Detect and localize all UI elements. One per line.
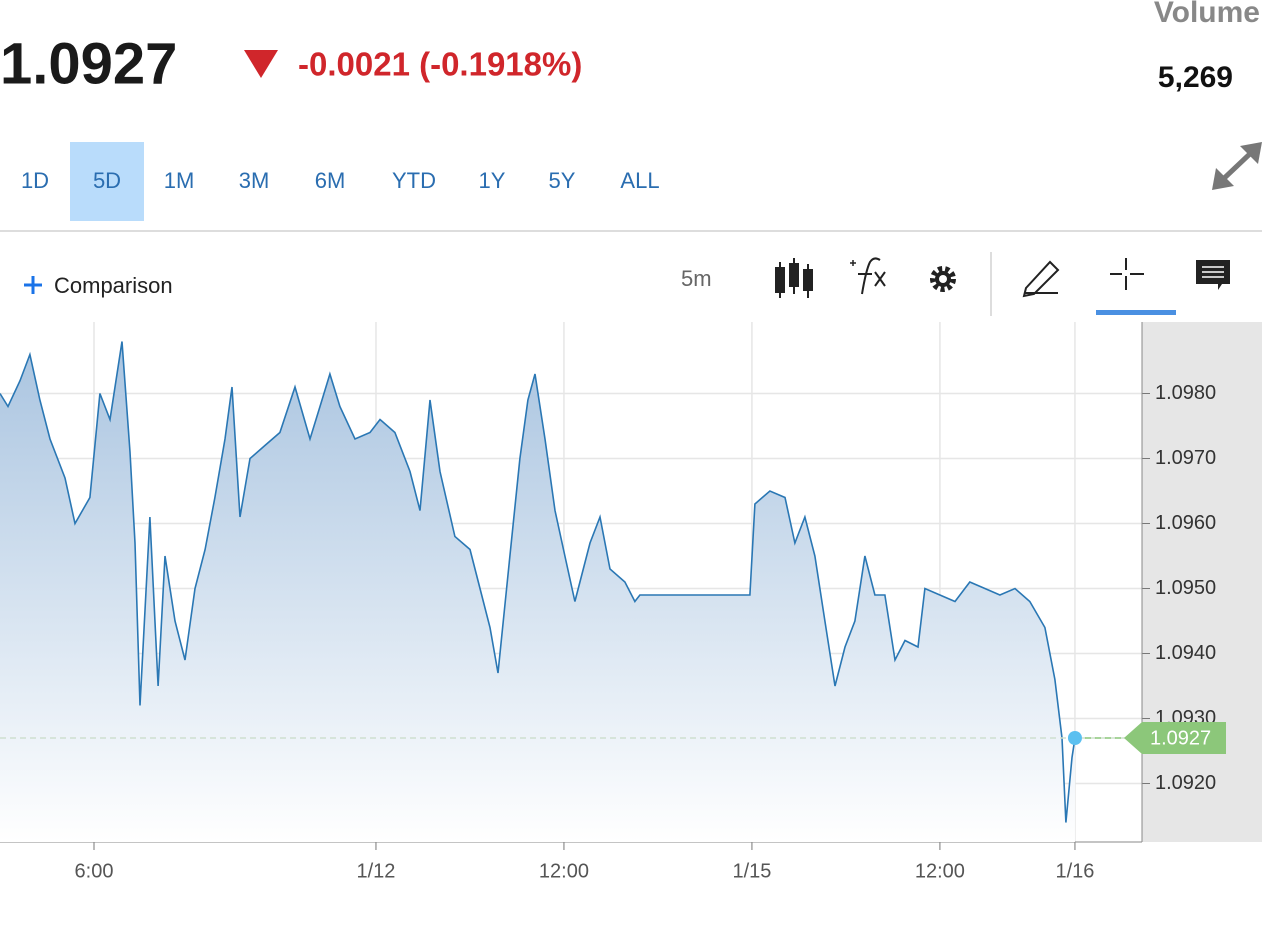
volume-label: Volume <box>1154 0 1260 29</box>
range-tab[interactable]: 1Y <box>479 168 506 193</box>
change: -0.0021 (-0.1918%) <box>298 46 582 83</box>
area <box>0 341 1075 842</box>
comparison-button[interactable]: Comparison <box>24 273 173 298</box>
range-tab[interactable]: 6M <box>315 168 346 193</box>
candles-icon[interactable] <box>775 258 813 298</box>
price-tag <box>1124 722 1226 754</box>
y-tick-label: 1.0980 <box>1155 382 1216 404</box>
price: 1.0927 <box>0 31 177 96</box>
x-tick-label: 12:00 <box>539 860 589 882</box>
plot: 1.09201.09301.09401.09501.09601.09701.09… <box>0 322 1226 882</box>
selected-range-bg <box>70 142 144 221</box>
price-tag-label: 1.0927 <box>1150 727 1211 749</box>
price-line <box>0 341 1076 823</box>
y-axis-panel <box>1142 322 1262 842</box>
comparison-label: Comparison <box>54 273 173 298</box>
comments-icon[interactable] <box>1196 260 1230 290</box>
interval[interactable]: 5m <box>681 266 712 291</box>
draw-icon[interactable] <box>1022 260 1060 298</box>
settings-icon[interactable] <box>930 266 956 292</box>
plus-icon <box>24 276 42 294</box>
x-tick-label: 1/12 <box>356 860 395 882</box>
range-tab[interactable]: 1D <box>21 168 49 193</box>
down-arrow <box>244 50 278 78</box>
range-tab[interactable]: 5D <box>93 168 121 193</box>
range-tab[interactable]: YTD <box>392 168 436 193</box>
expand-icon[interactable] <box>1212 142 1262 190</box>
range-tab[interactable]: ALL <box>620 168 659 193</box>
indicators-icon[interactable] <box>850 257 886 295</box>
y-tick-label: 1.0950 <box>1155 577 1216 599</box>
range-tab[interactable]: 3M <box>239 168 270 193</box>
x-tick-label: 1/16 <box>1055 860 1094 882</box>
x-tick-label: 1/15 <box>732 860 771 882</box>
last-point <box>1067 731 1082 745</box>
y-tick-label: 1.0920 <box>1155 772 1216 794</box>
x-tick-label: 6:00 <box>75 860 114 882</box>
y-tick-label: 1.0940 <box>1155 642 1216 664</box>
x-tick-label: 12:00 <box>915 860 965 882</box>
range-tab[interactable]: 1M <box>164 168 195 193</box>
crosshair-icon[interactable] <box>1110 258 1144 290</box>
active-tool-underline <box>1096 310 1176 315</box>
range-tabs: 1D 5D 1M 3M 6M YTD 1Y 5Y ALL <box>21 168 660 193</box>
range-tab[interactable]: 5Y <box>549 168 576 193</box>
volume: 5,269 <box>1158 61 1233 94</box>
y-tick-label: 1.0960 <box>1155 512 1216 534</box>
y-tick-label: 1.0970 <box>1155 447 1216 469</box>
